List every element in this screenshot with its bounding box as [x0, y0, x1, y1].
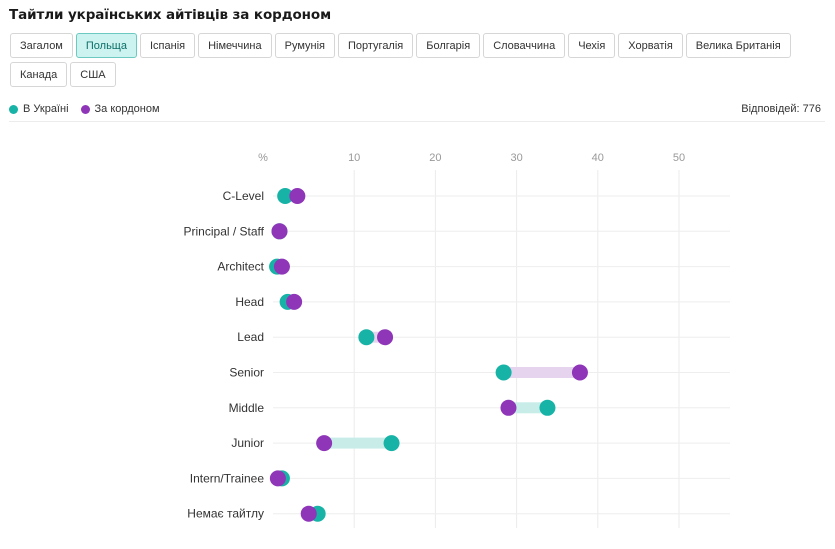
category-label-5: Senior [229, 366, 264, 380]
category-label-3: Head [235, 295, 264, 309]
tab-7[interactable]: Словаччина [483, 33, 566, 58]
dot-abroad-4 [377, 329, 394, 346]
legend-dot-ukraine-icon [9, 104, 18, 114]
tab-4[interactable]: Румунія [274, 33, 335, 58]
dot-abroad-7 [316, 435, 333, 452]
category-label-9: Немає тайтлу [187, 507, 264, 521]
dot-ukraine-4 [358, 329, 375, 346]
tab-0[interactable]: Загалом [10, 33, 73, 58]
x-tick-label-20: 20 [429, 152, 441, 164]
x-tick-label-10: 10 [348, 152, 360, 164]
dot-abroad-9 [300, 505, 317, 522]
dot-abroad-5 [571, 364, 588, 381]
connector-bar-4 [366, 331, 386, 343]
tab-6[interactable]: Болгарія [416, 33, 481, 58]
tab-1[interactable]: Польща [75, 33, 137, 58]
country-tabs: Загалом Польща Іспанія Німеччина Румунія Порт… [10, 33, 830, 87]
legend-label-ukraine: В Україні [23, 103, 69, 115]
x-axis-unit-label: % [258, 152, 268, 164]
category-label-0: C-Level [223, 189, 264, 203]
dot-abroad-8 [269, 470, 286, 487]
category-label-1: Principal / Staff [184, 224, 265, 238]
legend-item-ukraine[interactable]: В Україні [9, 103, 69, 115]
legend-item-abroad[interactable]: За кордоном [80, 103, 160, 115]
legend-label-abroad: За кордоном [94, 103, 160, 115]
category-label-2: Architect [217, 260, 264, 274]
dot-ukraine-6 [539, 399, 556, 416]
tab-10[interactable]: Велика Британія [685, 33, 791, 58]
tab-2[interactable]: Іспанія [139, 33, 196, 58]
chart-title: Тайтли українських айтівців за кордоном [9, 7, 332, 23]
x-tick-label-30: 30 [510, 152, 522, 164]
category-label-4: Lead [237, 330, 264, 344]
dot-abroad-1 [271, 223, 288, 240]
category-label-6: Middle [229, 401, 265, 415]
connector-bar-7 [324, 437, 392, 449]
divider [9, 121, 825, 122]
tab-5[interactable]: Португалія [337, 33, 414, 58]
dot-ukraine-7 [383, 435, 400, 452]
x-tick-label-50: 50 [673, 152, 685, 164]
tab-3[interactable]: Німеччина [198, 33, 272, 58]
dot-abroad-0 [289, 188, 306, 204]
x-tick-label-40: 40 [592, 152, 604, 164]
tab-11[interactable]: Канада [10, 62, 68, 87]
connector-bar-5 [503, 367, 580, 378]
legend: В Україні За кордоном [9, 103, 172, 115]
category-label-8: Intern/Trainee [190, 471, 265, 485]
dot-ukraine-5 [495, 364, 512, 381]
responses-count: Відповідей: 776 [741, 103, 821, 115]
dot-abroad-3 [286, 293, 303, 310]
connector-bar-6 [508, 402, 548, 414]
legend-dot-abroad-icon [80, 104, 90, 114]
tab-8[interactable]: Чехія [568, 33, 616, 58]
category-label-7: Junior [231, 436, 264, 450]
dot-ukraine-0 [277, 188, 294, 204]
dot-abroad-6 [500, 399, 517, 416]
tab-12[interactable]: США [70, 62, 116, 87]
tab-9[interactable]: Хорватія [618, 33, 683, 58]
dot-abroad-2 [273, 258, 290, 275]
